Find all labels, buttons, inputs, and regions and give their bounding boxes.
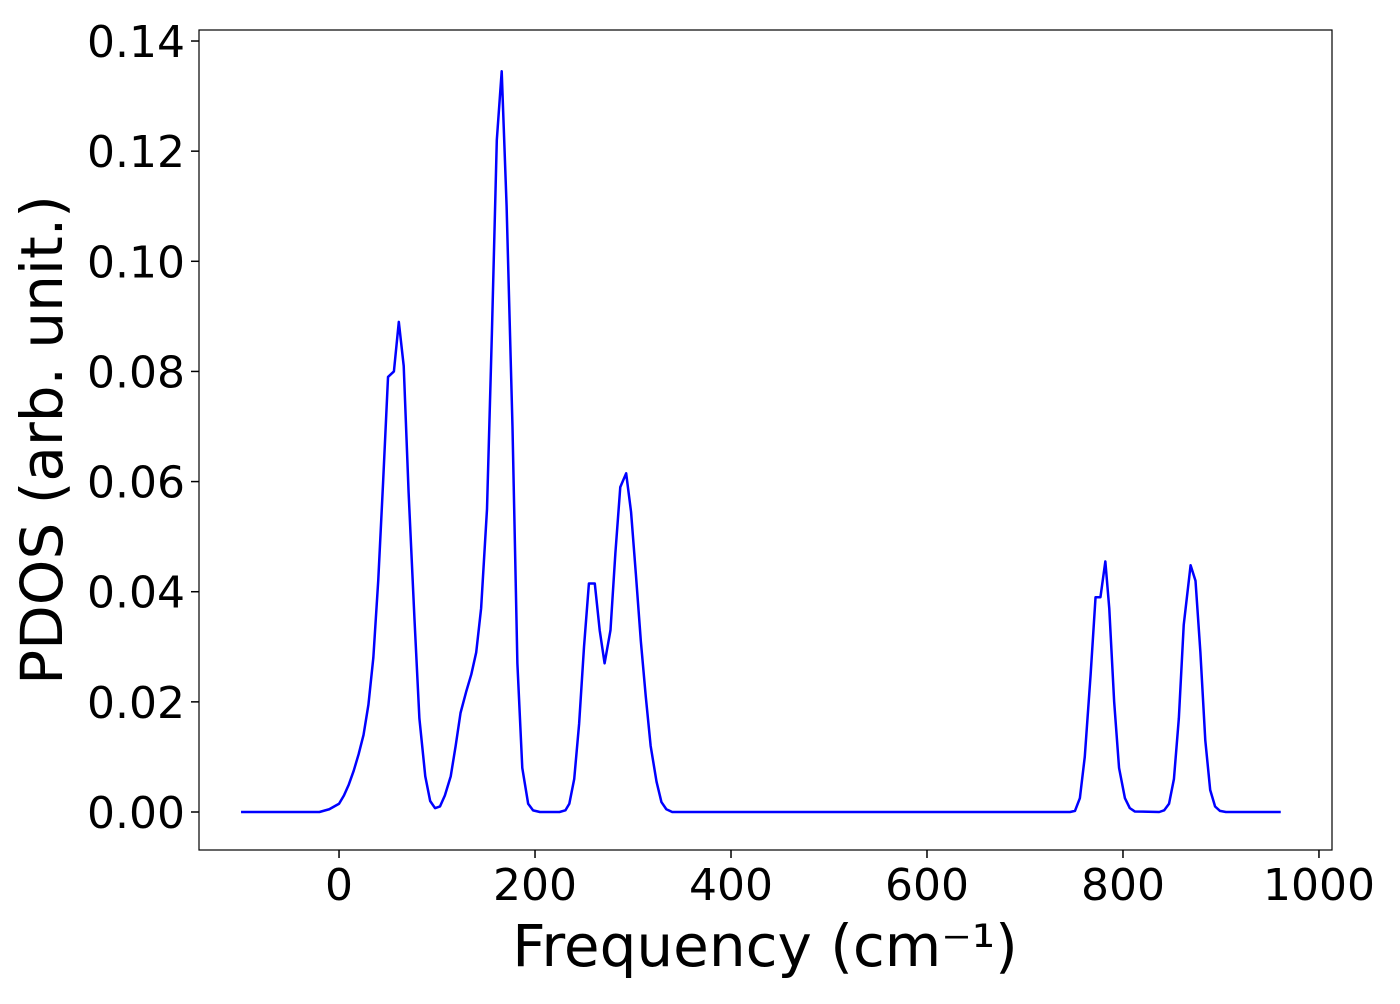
x-axis-label: Frequency (cm⁻¹) xyxy=(512,912,1018,980)
x-tick-label: 600 xyxy=(885,860,969,911)
y-axis-label: PDOS (arb. unit.) xyxy=(8,195,76,685)
x-tick-label: 400 xyxy=(689,860,773,911)
y-tick-label: 0.04 xyxy=(87,568,185,619)
plot-frame xyxy=(198,29,1333,851)
x-tick-label: 1000 xyxy=(1263,860,1375,911)
y-tick-label: 0.06 xyxy=(87,458,185,509)
y-tick-label: 0.08 xyxy=(87,347,185,398)
y-tick-label: 0.12 xyxy=(87,127,185,178)
y-tick-label: 0.14 xyxy=(87,17,185,68)
y-tick-label: 0.10 xyxy=(87,237,185,288)
x-tick-label: 200 xyxy=(493,860,577,911)
x-tick-label: 800 xyxy=(1081,860,1165,911)
y-tick-label: 0.00 xyxy=(87,788,185,839)
x-tick-label: 0 xyxy=(325,860,353,911)
y-tick-label: 0.02 xyxy=(87,678,185,729)
data-line xyxy=(241,70,1281,814)
